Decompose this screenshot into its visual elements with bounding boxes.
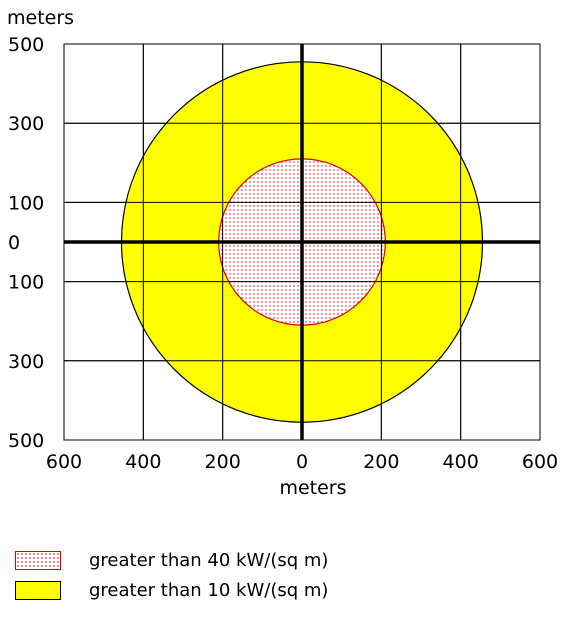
y-tick-label: 300 (8, 113, 44, 135)
x-unit-label: meters (279, 477, 346, 499)
y-tick-label: 0 (8, 232, 20, 254)
legend-item-40kw: greater than 40 kW/(sq m) (15, 545, 328, 575)
y-tick-label: 100 (8, 272, 44, 294)
y-tick-label: 300 (8, 351, 44, 373)
x-tick-label: 0 (296, 451, 308, 473)
x-tick-label: 600 (522, 451, 558, 473)
x-tick-label: 200 (363, 451, 399, 473)
legend: greater than 40 kW/(sq m) greater than 1… (15, 545, 328, 605)
y-tick-label: 100 (8, 192, 44, 214)
y-tick-label: 500 (8, 430, 44, 452)
y-tick-label: 500 (8, 34, 44, 56)
legend-label-40kw: greater than 40 kW/(sq m) (89, 549, 329, 571)
x-tick-label: 400 (443, 451, 479, 473)
dotted-red-swatch-icon (15, 550, 61, 570)
legend-item-10kw: greater than 10 kW/(sq m) (15, 575, 328, 605)
y-unit-label: meters (7, 7, 74, 29)
x-tick-label: 400 (125, 451, 161, 473)
plot-border (63, 43, 541, 441)
x-tick-label: 600 (46, 451, 82, 473)
center-axes (63, 43, 541, 441)
x-tick-label: 200 (205, 451, 241, 473)
legend-label-10kw: greater than 10 kW/(sq m) (89, 579, 329, 601)
yellow-swatch-icon (15, 580, 61, 600)
